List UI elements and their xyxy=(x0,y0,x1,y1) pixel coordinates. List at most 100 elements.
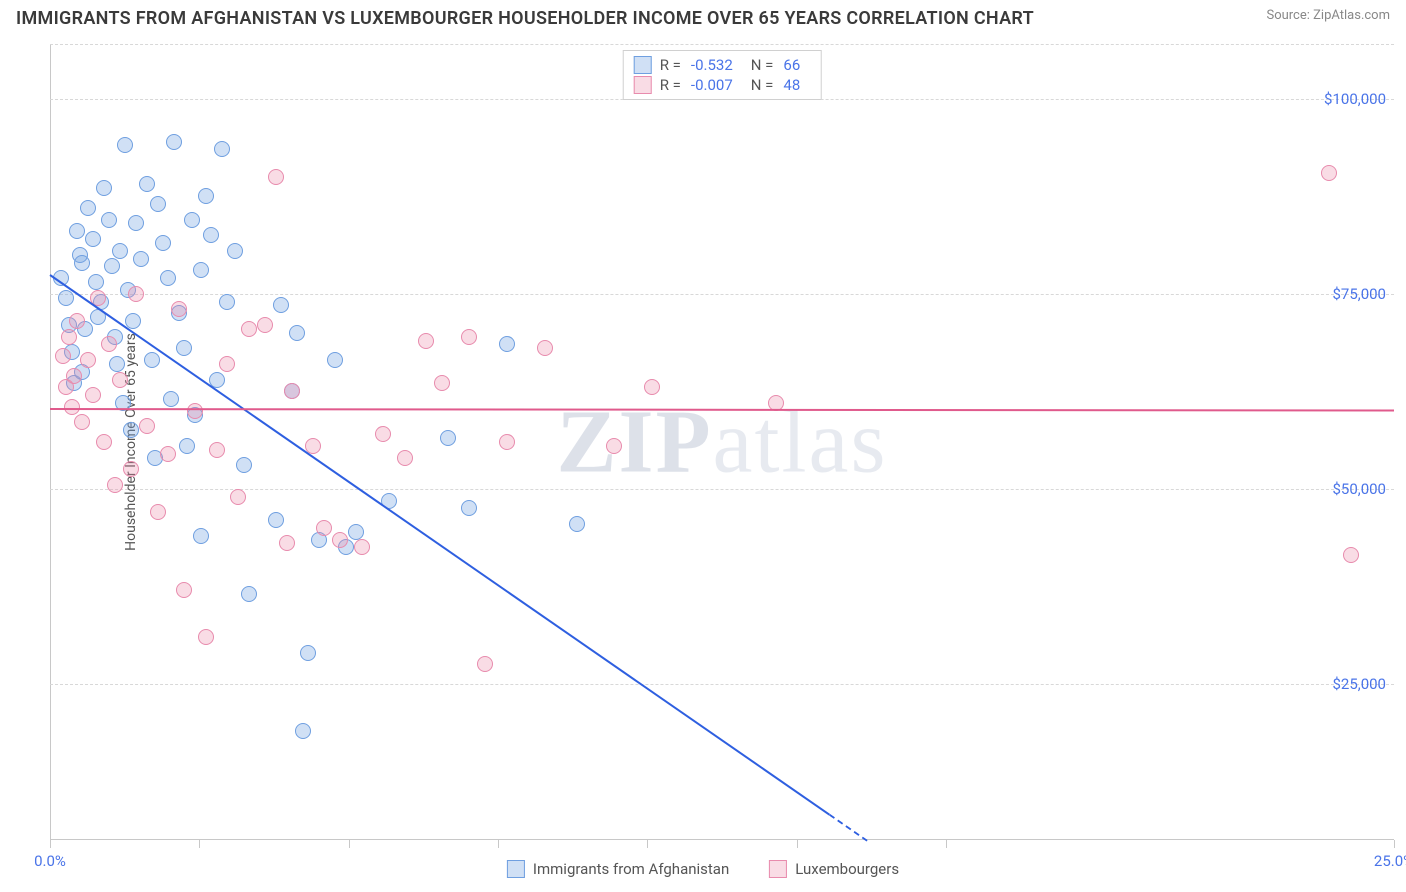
n-value: 48 xyxy=(783,76,800,94)
n-label: N = xyxy=(751,76,774,94)
scatter-point-lux xyxy=(375,426,391,442)
x-tick xyxy=(498,840,499,848)
scatter-point-lux xyxy=(123,461,139,477)
gridline xyxy=(50,684,1394,685)
scatter-point-lux xyxy=(55,348,71,364)
scatter-point-afghan xyxy=(150,196,166,212)
scatter-point-lux xyxy=(241,321,257,337)
scatter-point-afghan xyxy=(227,243,243,259)
scatter-point-afghan xyxy=(155,235,171,251)
scatter-point-afghan xyxy=(499,336,515,352)
watermark-bold: ZIP xyxy=(557,393,713,492)
regression-line-lux xyxy=(50,408,1394,412)
scatter-point-afghan xyxy=(85,231,101,247)
gridline xyxy=(50,489,1394,490)
scatter-point-afghan xyxy=(236,457,252,473)
scatter-point-afghan xyxy=(166,134,182,150)
n-label: N = xyxy=(751,56,774,74)
scatter-point-lux xyxy=(107,477,123,493)
scatter-point-lux xyxy=(1321,165,1337,181)
legend-item-afghan: Immigrants from Afghanistan xyxy=(507,860,729,878)
x-tick xyxy=(50,840,51,848)
scatter-point-afghan xyxy=(88,274,104,290)
scatter-point-lux xyxy=(150,504,166,520)
scatter-point-lux xyxy=(128,286,144,302)
scatter-point-afghan xyxy=(569,516,585,532)
source-prefix: Source: xyxy=(1266,8,1313,23)
legend-stat-row-afghan: R =-0.532N =66 xyxy=(634,55,811,75)
scatter-point-lux xyxy=(171,301,187,317)
x-tick xyxy=(797,840,798,848)
scatter-point-lux xyxy=(606,438,622,454)
scatter-point-afghan xyxy=(198,188,214,204)
scatter-point-lux xyxy=(64,399,80,415)
scatter-point-afghan xyxy=(268,512,284,528)
n-value: 66 xyxy=(783,56,800,74)
scatter-point-lux xyxy=(434,375,450,391)
scatter-point-afghan xyxy=(163,391,179,407)
scatter-point-afghan xyxy=(69,223,85,239)
scatter-point-lux xyxy=(209,442,225,458)
scatter-point-afghan xyxy=(461,500,477,516)
scatter-point-lux xyxy=(66,368,82,384)
scatter-point-lux xyxy=(279,535,295,551)
gridline xyxy=(50,44,1394,45)
legend-swatch-afghan xyxy=(634,56,652,74)
regression-line-afghan xyxy=(49,274,830,815)
scatter-point-afghan xyxy=(300,645,316,661)
scatter-point-lux xyxy=(354,539,370,555)
scatter-point-lux xyxy=(69,313,85,329)
scatter-point-lux xyxy=(80,352,96,368)
scatter-point-lux xyxy=(139,418,155,434)
scatter-point-afghan xyxy=(295,723,311,739)
x-tick xyxy=(946,840,947,848)
x-axis-line xyxy=(50,839,1394,840)
x-tick xyxy=(1394,840,1395,848)
scatter-point-lux xyxy=(537,340,553,356)
scatter-point-afghan xyxy=(133,251,149,267)
scatter-point-afghan xyxy=(144,352,160,368)
legend-swatch-lux xyxy=(634,76,652,94)
y-tick-label: $50,000 xyxy=(1332,480,1386,498)
scatter-point-lux xyxy=(101,336,117,352)
legend-stat-row-lux: R = -0.007 N = 48 xyxy=(634,75,811,95)
scatter-point-afghan xyxy=(241,586,257,602)
scatter-point-afghan xyxy=(109,356,125,372)
scatter-point-afghan xyxy=(184,212,200,228)
legend-swatch-lux xyxy=(769,860,787,878)
scatter-point-afghan xyxy=(74,255,90,271)
legend-stats: R =-0.532N =66R =-0.007N =48 xyxy=(623,50,822,100)
legend-label: Luxembourgers xyxy=(795,860,899,878)
scatter-point-lux xyxy=(397,450,413,466)
scatter-point-afghan xyxy=(214,141,230,157)
scatter-point-afghan xyxy=(176,340,192,356)
r-label: R = xyxy=(660,76,681,94)
legend-swatch-afghan xyxy=(507,860,525,878)
source-link[interactable]: ZipAtlas.com xyxy=(1313,8,1390,23)
scatter-point-lux xyxy=(499,434,515,450)
scatter-point-afghan xyxy=(80,200,96,216)
y-axis-line xyxy=(50,44,51,840)
chart-title: IMMIGRANTS FROM AFGHANISTAN VS LUXEMBOUR… xyxy=(16,8,1034,29)
scatter-point-lux xyxy=(96,434,112,450)
y-tick-label: $100,000 xyxy=(1324,90,1386,108)
x-tick xyxy=(199,840,200,848)
scatter-point-afghan xyxy=(203,227,219,243)
scatter-point-afghan xyxy=(327,352,343,368)
r-value: -0.007 xyxy=(691,76,733,94)
scatter-point-afghan xyxy=(348,524,364,540)
scatter-point-afghan xyxy=(123,422,139,438)
scatter-point-lux xyxy=(219,356,235,372)
scatter-point-lux xyxy=(284,383,300,399)
scatter-point-afghan xyxy=(193,262,209,278)
scatter-point-afghan xyxy=(112,243,128,259)
y-tick-label: $25,000 xyxy=(1332,675,1386,693)
scatter-point-lux xyxy=(316,520,332,536)
scatter-point-afghan xyxy=(193,528,209,544)
plot-area: Householder Income Over 65 years ZIPatla… xyxy=(50,44,1394,840)
x-tick xyxy=(647,840,648,848)
x-tick xyxy=(349,840,350,848)
scatter-point-lux xyxy=(418,333,434,349)
scatter-point-afghan xyxy=(128,215,144,231)
scatter-point-afghan xyxy=(273,297,289,313)
